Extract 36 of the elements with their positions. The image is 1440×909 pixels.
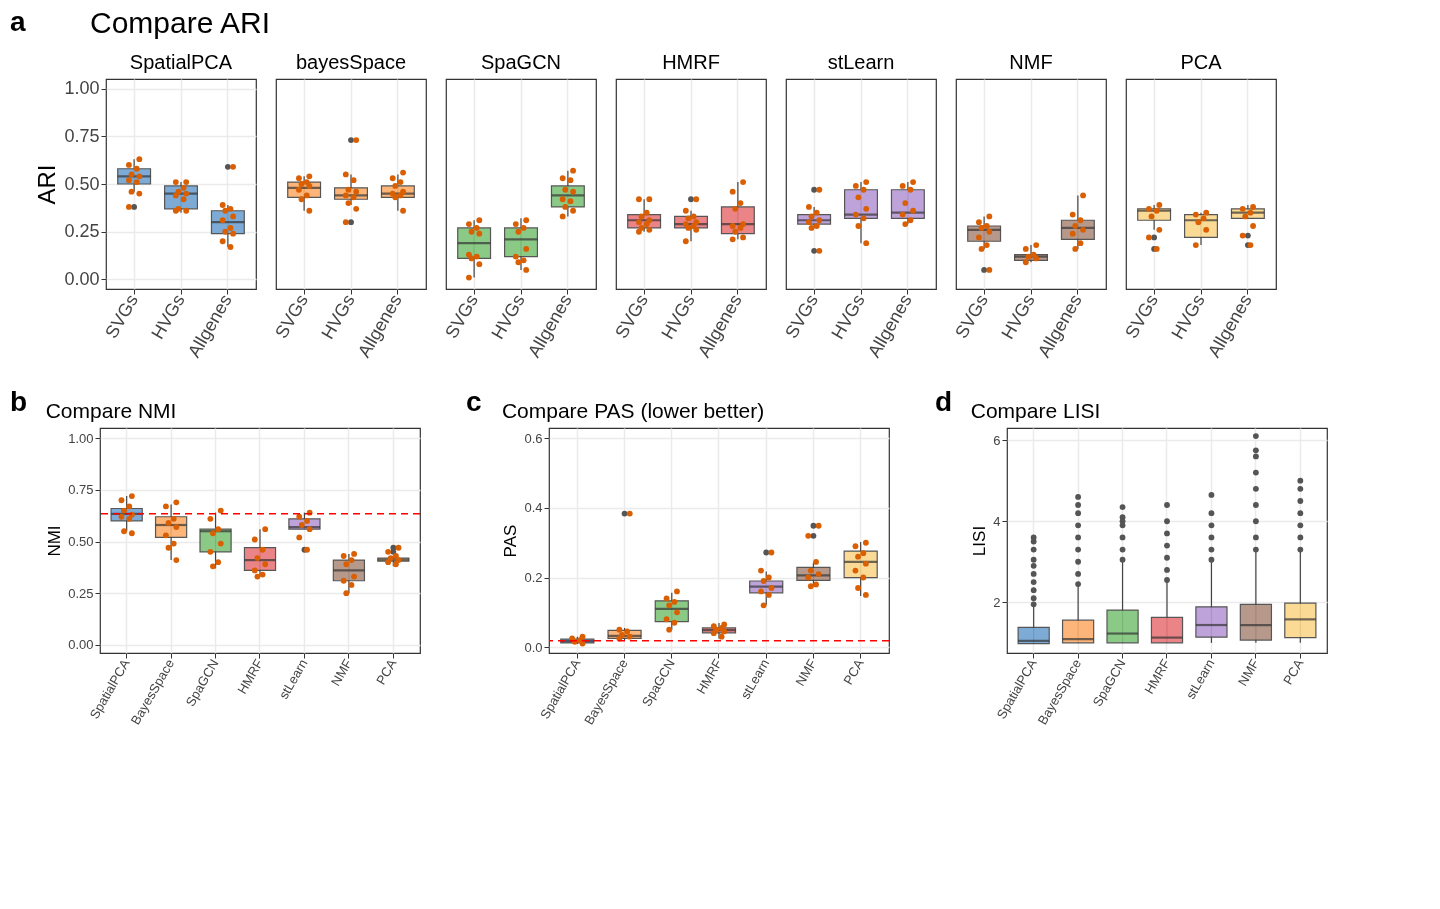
text: b	[10, 386, 28, 418]
y-tick-label: 6	[993, 432, 1001, 448]
chart-title: Compare NMI	[45, 399, 177, 422]
chart-subtitle: HMRF	[662, 51, 720, 73]
text: a	[10, 6, 26, 38]
y-tick-label: 2	[993, 594, 1001, 610]
y-tick-label: 0.50	[64, 173, 100, 194]
chart-title: Compare LISI	[970, 399, 1101, 422]
chart-subtitle: PCA	[1180, 51, 1223, 73]
y-axis-title: PAS	[501, 524, 521, 558]
y-tick-label: 0.0	[524, 639, 543, 655]
y-tick-label: 0.6	[524, 430, 543, 446]
text: d	[935, 386, 953, 418]
y-tick-label: 0.2	[524, 570, 543, 586]
chart-title: Compare ARI	[90, 6, 271, 40]
chart-title: Compare PAS (lower better)	[501, 399, 765, 422]
chart-subtitle: NMF	[1009, 51, 1053, 73]
y-axis-title: LISI	[970, 525, 990, 557]
y-axis-title: ARI	[33, 164, 61, 205]
chart-subtitle: SpatialPCA	[129, 51, 233, 73]
chart-subtitle: bayesSpace	[295, 51, 407, 73]
y-tick-label: 0.00	[64, 268, 100, 289]
y-tick-label: 0.25	[68, 585, 94, 601]
y-tick-label: 0.4	[524, 500, 543, 516]
y-tick-label: 0.75	[64, 125, 100, 146]
y-axis-title: NMI	[45, 525, 65, 557]
y-tick-label: 0.50	[68, 534, 94, 550]
y-tick-label: 0.25	[64, 221, 100, 242]
text: c	[466, 386, 482, 418]
y-tick-label: 1.00	[68, 430, 94, 446]
chart-subtitle: stLearn	[827, 51, 895, 73]
y-tick-label: 4	[993, 513, 1001, 529]
y-tick-label: 0.00	[68, 637, 94, 653]
y-tick-label: 1.00	[64, 78, 100, 99]
y-tick-label: 0.75	[68, 482, 94, 498]
chart-subtitle: SpaGCN	[480, 51, 562, 73]
